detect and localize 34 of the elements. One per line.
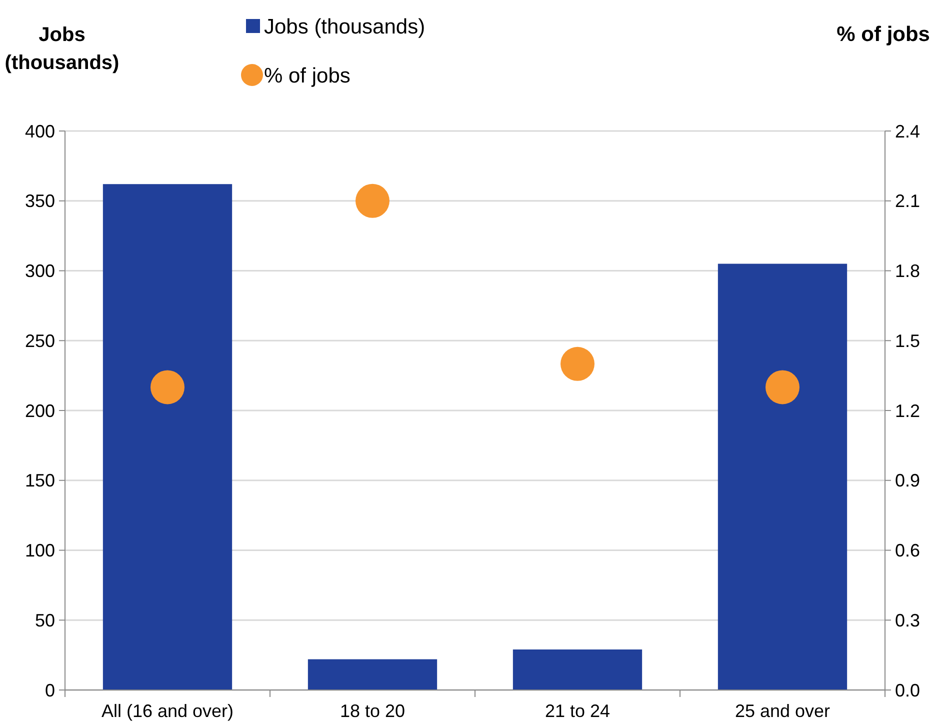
point xyxy=(150,370,184,404)
bar xyxy=(308,659,438,690)
point xyxy=(766,370,800,404)
point xyxy=(560,346,594,381)
bar xyxy=(102,184,232,690)
y2-tick-label: 2.1 xyxy=(895,191,920,212)
legend-label: Jobs (thousands) xyxy=(264,15,426,38)
y2-tick-label: 0.3 xyxy=(895,610,920,630)
y2-axis-title: % of jobs xyxy=(836,23,930,46)
point xyxy=(356,184,390,218)
y-tick-label: 100 xyxy=(24,540,55,561)
y-tick-label: 0 xyxy=(44,680,55,700)
y-tick-label: 50 xyxy=(34,610,55,630)
x-tick-label: 21 to 24 xyxy=(544,701,610,721)
y2-tick-label: 2.4 xyxy=(895,121,920,142)
bar xyxy=(512,649,642,690)
y-axis-title: Jobs (thousands) xyxy=(4,24,120,74)
y2-tick-label: 1.8 xyxy=(895,261,920,282)
y2-tick-label: 1.2 xyxy=(895,400,920,421)
bar xyxy=(718,264,848,690)
x-tick-label: All (16 and over) xyxy=(101,701,234,721)
y2-tick-label: 0.6 xyxy=(895,540,920,561)
y-tick-label: 200 xyxy=(24,400,55,421)
y2-tick-label: 0.9 xyxy=(895,470,920,491)
y-tick-label: 350 xyxy=(24,191,55,212)
legend-label: % of jobs xyxy=(264,64,350,88)
y-tick-label: 300 xyxy=(24,261,55,282)
y2-tick-label: 0.0 xyxy=(895,680,920,700)
y2-tick-label: 1.5 xyxy=(895,330,920,351)
y-tick-label: 400 xyxy=(24,121,55,142)
x-tick-label: 25 and over xyxy=(734,701,830,721)
y-tick-label: 150 xyxy=(24,470,55,491)
x-tick-label: 18 to 20 xyxy=(340,701,406,721)
y-tick-label: 250 xyxy=(24,330,55,351)
